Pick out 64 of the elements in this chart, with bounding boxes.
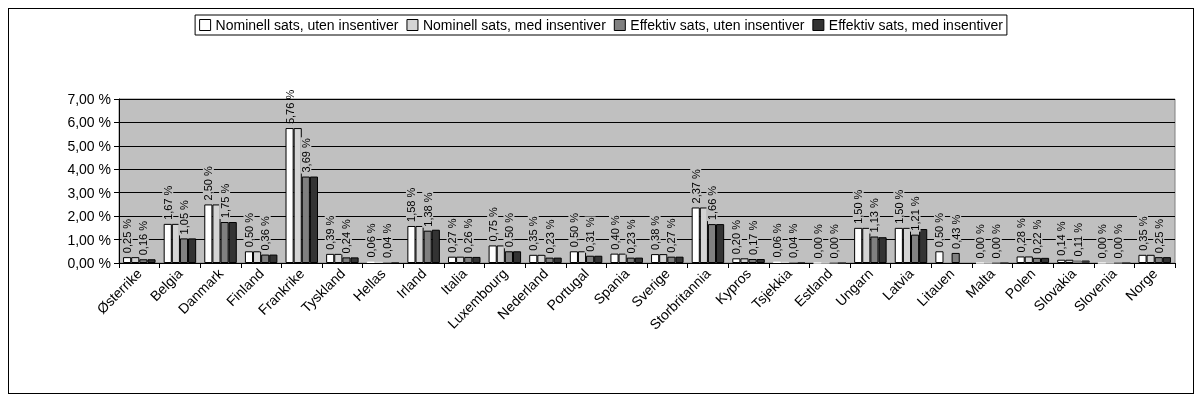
data-label: 0,00 %	[990, 224, 1003, 259]
legend-label: Nominell sats, uten insentiver	[215, 17, 399, 33]
data-label: 0,20 %	[730, 219, 743, 255]
data-label: 1,13 %	[868, 198, 881, 233]
data-label: 0,27 %	[665, 218, 678, 253]
data-label: 1,67 %	[161, 185, 174, 220]
y-tick-label: 3,00 %	[67, 184, 111, 201]
data-label: 0,26 %	[462, 218, 475, 253]
data-label: 0,06 %	[770, 223, 783, 258]
data-label: 0,25 %	[121, 218, 134, 254]
data-label: 0,00 %	[1095, 224, 1108, 259]
data-label: 0,22 %	[1030, 219, 1043, 254]
data-label: 0,28 %	[1014, 217, 1027, 253]
data-label: 0,39 %	[324, 215, 337, 250]
data-label: 0,00 %	[811, 224, 824, 259]
data-label: 0,50 %	[567, 212, 580, 248]
data-label: 0,50 %	[242, 212, 255, 248]
legend-label: Effektiv sats, med insentiver	[828, 17, 1004, 33]
data-label: 0,23 %	[543, 219, 556, 254]
data-label: 0,36 %	[259, 216, 272, 251]
data-label: 1,38 %	[421, 192, 434, 227]
y-tick-label: 2,00 %	[67, 208, 111, 225]
data-label: 0,16 %	[137, 220, 150, 256]
data-label: 1,50 %	[892, 189, 905, 224]
data-label: 0,75 %	[486, 206, 499, 242]
data-label: 0,31 %	[584, 217, 597, 252]
data-label: 0,35 %	[527, 216, 540, 251]
y-tick-label: 7,00 %	[67, 91, 111, 107]
legend-label: Effektiv sats, uten insentiver	[630, 17, 805, 33]
data-label: 1,66 %	[705, 185, 718, 221]
data-label: 0,17 %	[746, 220, 759, 256]
data-label: 0,43 %	[949, 214, 962, 249]
data-label: 1,21 %	[909, 196, 922, 231]
data-label: 3,69 %	[299, 138, 312, 173]
y-tick-label: 5,00 %	[67, 137, 111, 154]
data-label: 0,40 %	[608, 215, 621, 250]
data-label: 0,00 %	[974, 224, 987, 259]
y-tick-label: 6,00 %	[67, 114, 111, 131]
data-label: 0,27 %	[446, 218, 459, 253]
y-tick-label: 1,00 %	[67, 231, 111, 248]
data-label: 0,23 %	[624, 219, 637, 254]
data-label: 0,24 %	[340, 218, 353, 254]
legend-label: Nominell sats, med insentiver	[422, 17, 607, 33]
data-label: 0,25 %	[1152, 218, 1165, 254]
data-label: 0,50 %	[502, 212, 515, 248]
data-label: 1,05 %	[177, 199, 190, 235]
data-label: 1,75 %	[218, 183, 231, 218]
data-label: 0,00 %	[827, 224, 840, 259]
bar	[935, 251, 944, 263]
data-label: 0,14 %	[1055, 221, 1068, 256]
data-label: 0,50 %	[933, 212, 946, 248]
data-label: 0,35 %	[1136, 216, 1149, 251]
data-label: 2,50 %	[202, 165, 215, 201]
data-label: 0,04 %	[381, 223, 394, 259]
data-label: 0,04 %	[787, 223, 800, 259]
y-tick-label: 4,00 %	[67, 161, 111, 178]
data-label: 0,00 %	[1112, 224, 1125, 259]
data-label: 1,50 %	[852, 189, 865, 224]
data-label: 2,37 %	[689, 169, 702, 204]
data-label: 0,11 %	[1071, 222, 1084, 257]
data-label: 1,58 %	[405, 187, 418, 222]
y-tick-label: 0,00 %	[67, 255, 111, 271]
data-label: 0,38 %	[649, 215, 662, 251]
data-label: 0,06 %	[364, 223, 377, 258]
